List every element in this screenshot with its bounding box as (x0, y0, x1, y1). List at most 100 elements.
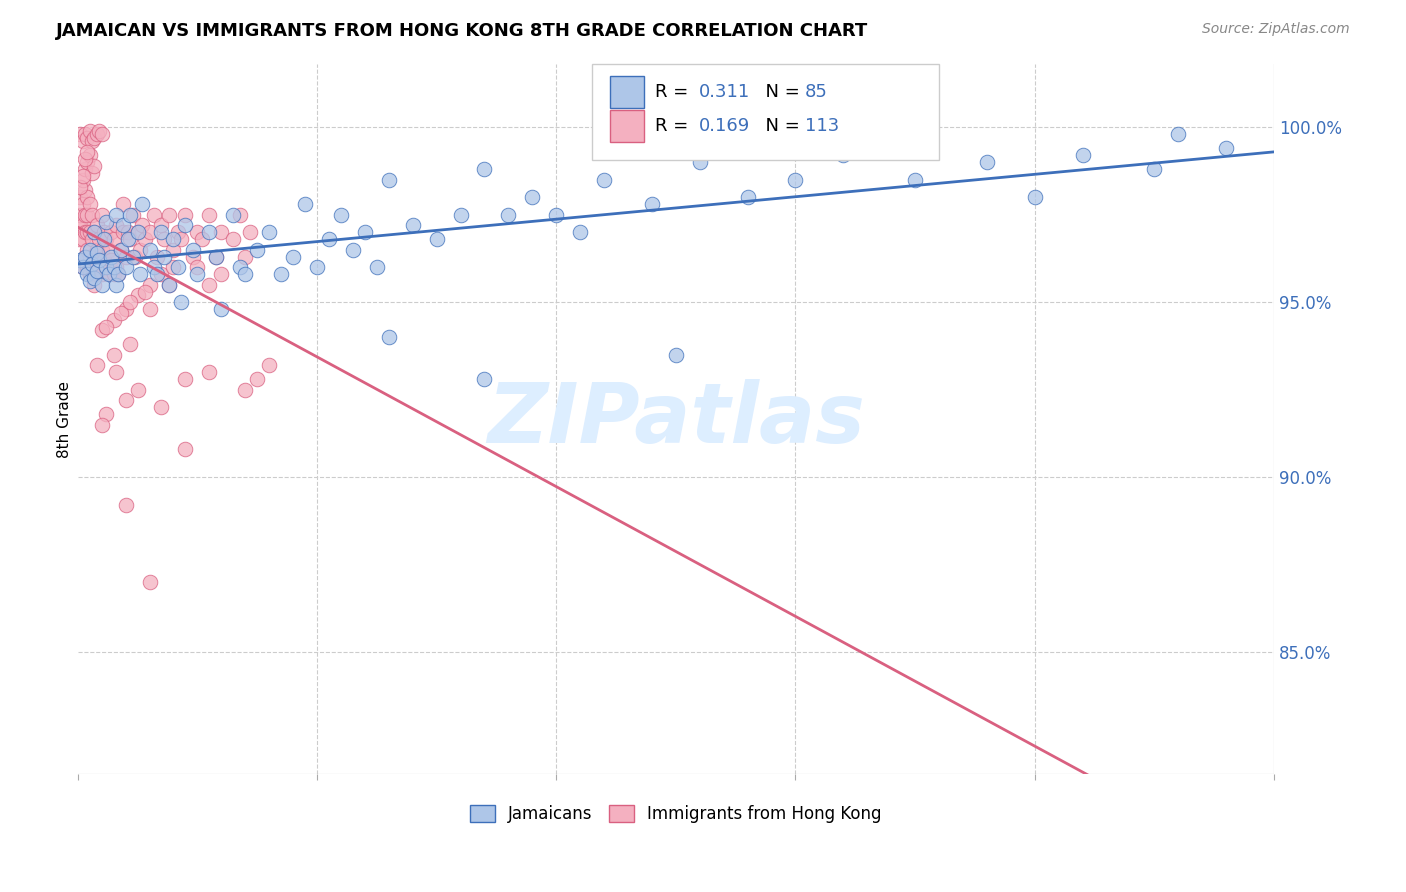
Point (76, 130, 98, 145)
Point (162, 260, 184, 274)
Point (107, 267, 129, 281)
Point (305, 260, 328, 274)
Point (86, 246, 108, 260)
Point (86, 243, 108, 257)
Point (191, 232, 214, 246)
Point (737, 190, 759, 204)
Point (76, 267, 98, 281)
Text: N =: N = (754, 117, 806, 136)
Point (79, 274, 101, 288)
Point (157, 277, 180, 292)
Point (138, 225, 160, 239)
Point (73, 225, 96, 239)
Point (96, 214, 118, 228)
Point (222, 208, 245, 222)
Point (117, 232, 139, 246)
Point (209, 267, 232, 281)
Point (76, 155, 98, 169)
Point (83, 130, 105, 145)
Point (150, 400, 173, 414)
Point (205, 250, 228, 264)
Point (112, 197, 135, 211)
Text: 0.311: 0.311 (699, 83, 749, 101)
Point (96, 407, 118, 421)
Point (76, 190, 98, 204)
Point (89, 253, 111, 268)
Point (105, 260, 128, 274)
Point (281, 250, 304, 264)
Point (257, 358, 280, 372)
Point (174, 218, 197, 232)
Point (342, 243, 364, 257)
Point (72, 260, 94, 274)
Point (131, 197, 153, 211)
Point (100, 253, 122, 268)
Point (90, 243, 112, 257)
Point (174, 372, 197, 386)
Point (80, 208, 103, 222)
Point (86, 267, 108, 281)
Point (69, 179, 91, 194)
Point (904, 172, 927, 186)
Point (366, 260, 388, 274)
Point (157, 277, 180, 292)
Point (134, 232, 156, 246)
Point (569, 225, 592, 239)
Point (120, 295, 142, 310)
Point (641, 197, 664, 211)
Point (976, 155, 998, 169)
Point (105, 365, 128, 379)
Point (150, 225, 173, 239)
Point (377, 172, 399, 186)
Point (145, 250, 167, 264)
Point (270, 267, 292, 281)
Point (80, 232, 103, 246)
Legend: Jamaicans, Immigrants from Hong Kong: Jamaicans, Immigrants from Hong Kong (463, 798, 889, 830)
Point (131, 218, 153, 232)
Point (233, 267, 256, 281)
Point (167, 260, 190, 274)
Point (150, 267, 173, 281)
Point (72, 197, 94, 211)
Point (127, 288, 149, 302)
Point (120, 337, 142, 351)
Point (100, 225, 122, 239)
Point (150, 218, 173, 232)
Point (69, 190, 91, 204)
Point (186, 260, 208, 274)
Point (97, 267, 120, 281)
Point (181, 250, 204, 264)
Point (246, 372, 269, 386)
Point (110, 243, 132, 257)
Point (79, 250, 101, 264)
Point (169, 295, 191, 310)
Point (72, 260, 94, 274)
Point (665, 347, 688, 361)
Point (73, 127, 96, 141)
Point (72, 172, 94, 186)
Point (153, 232, 176, 246)
Point (1071, 148, 1094, 162)
Point (96, 260, 118, 274)
Point (73, 208, 96, 222)
Point (97, 267, 120, 281)
Point (120, 208, 142, 222)
Point (73, 183, 96, 197)
Point (79, 148, 101, 162)
Text: N =: N = (754, 83, 806, 101)
Point (450, 208, 472, 222)
Point (103, 347, 125, 361)
Point (162, 232, 184, 246)
Point (73, 250, 96, 264)
Point (246, 243, 269, 257)
Point (90, 277, 112, 292)
Point (474, 372, 496, 386)
Point (110, 305, 132, 319)
Point (120, 232, 142, 246)
Point (80, 256, 103, 270)
Point (80, 165, 103, 179)
Point (138, 301, 160, 316)
Point (103, 267, 125, 281)
Point (96, 232, 118, 246)
Point (69, 253, 91, 268)
